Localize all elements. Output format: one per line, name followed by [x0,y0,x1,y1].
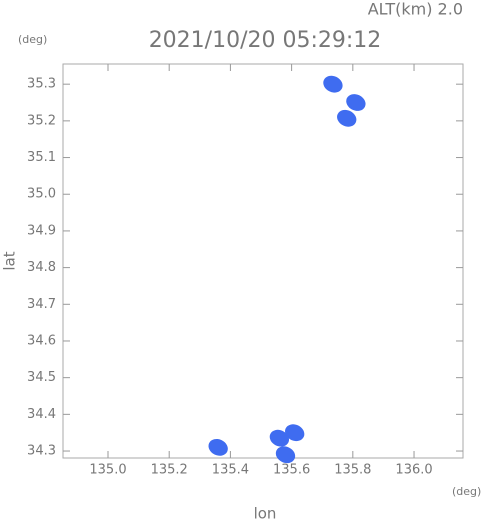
plot-frame [62,63,464,459]
x-tick-label: 135.4 [212,463,249,478]
y-tick-label: 34.8 [27,260,56,275]
y-tick-label: 34.7 [27,297,56,312]
echo-point [346,94,366,111]
x-tick-label: 135.2 [151,463,188,478]
echo-point [208,438,228,456]
echo-point [337,109,357,127]
y-tick-label: 34.9 [27,223,56,238]
y-axis-label: lat [1,251,19,270]
y-tick-label: 35.0 [27,187,56,202]
echo-point [323,75,343,93]
x-tick-label: 135.0 [89,463,126,478]
x-tick-label: 136.0 [395,463,432,478]
echo-point [285,424,305,442]
y-tick-label: 34.4 [27,407,56,422]
x-tick-label: 135.8 [334,463,371,478]
y-tick-label: 35.1 [27,150,56,165]
chart-title: 2021/10/20 05:29:12 [149,28,382,53]
x-tick-label: 135.6 [273,463,310,478]
y-unit: (deg) [18,33,47,46]
x-axis-label: lon [254,505,277,522]
x-unit: (deg) [452,485,481,498]
echo-point [275,446,296,464]
y-tick-label: 34.5 [27,370,56,385]
y-tick-label: 34.6 [27,333,56,348]
altitude-label: ALT(km) 2.0 [368,0,463,19]
y-tick-label: 34.3 [27,444,56,459]
echo-point [269,429,290,447]
y-tick-label: 35.3 [27,77,56,92]
y-tick-label: 35.2 [27,113,56,128]
